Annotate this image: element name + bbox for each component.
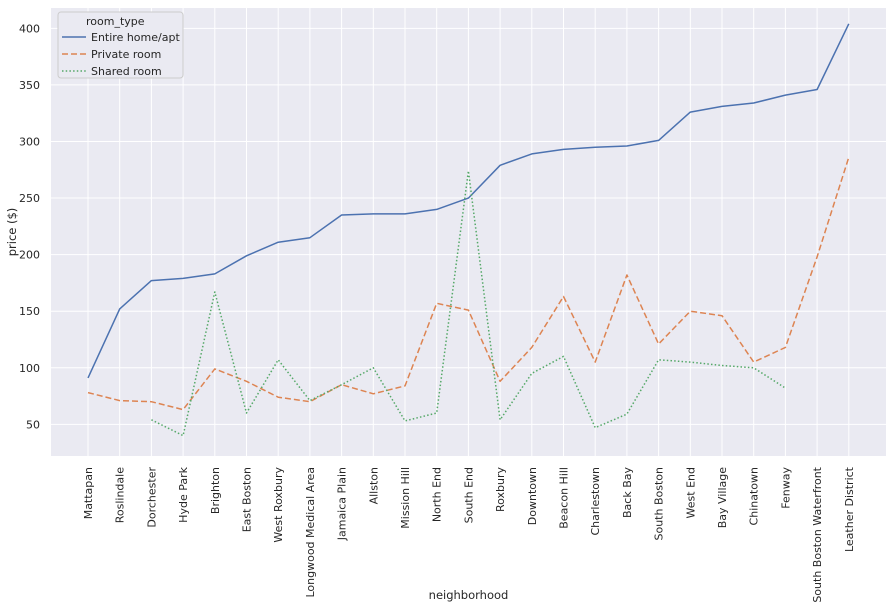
- y-tick-label: 400: [19, 22, 40, 35]
- x-tick-label: Hyde Park: [177, 466, 190, 522]
- x-tick-label: Mission Hill: [399, 467, 412, 529]
- x-tick-label: Roxbury: [494, 467, 507, 513]
- series-layer: [87, 23, 850, 437]
- grid-lines: [51, 8, 886, 456]
- series-line: [87, 23, 850, 379]
- x-tick-label: Longwood Medical Area: [304, 467, 317, 598]
- x-tick-label: Beacon Hill: [558, 467, 571, 529]
- y-tick-label: 100: [19, 362, 40, 375]
- y-tick-label: 200: [19, 249, 40, 262]
- x-tick-label: East Boston: [241, 467, 254, 532]
- x-tick-label: Brighton: [209, 467, 222, 514]
- x-tick-label: Dorchester: [145, 467, 158, 528]
- x-tick-labels: Mattapan Roslindale Dorchester Hyde Park Bri…: [82, 466, 856, 602]
- x-tick-label: South End: [462, 467, 475, 523]
- legend-entry: Entire home/apt: [91, 31, 180, 44]
- x-tick-label: Mattapan: [82, 467, 95, 519]
- x-tick-label: North End: [431, 467, 444, 522]
- x-tick-label: West Roxbury: [272, 467, 285, 543]
- series-line: [87, 157, 850, 411]
- y-tick-label: 350: [19, 79, 40, 92]
- x-tick-label: Bay Village: [716, 467, 729, 528]
- legend-entry: Private room: [91, 48, 161, 61]
- x-tick-label: Roslindale: [114, 467, 127, 523]
- x-axis-label: neighborhood: [429, 588, 509, 602]
- x-tick-label: South Boston Waterfront: [811, 466, 824, 602]
- legend: room_type Entire home/apt Private room Sha…: [57, 11, 184, 79]
- x-tick-label: Jamaica Plain: [336, 467, 349, 541]
- x-tick-label: Allston: [367, 467, 380, 504]
- x-tick-label: South Boston: [653, 467, 666, 541]
- series-0: [87, 23, 850, 379]
- y-tick-label: 250: [19, 192, 40, 205]
- x-tick-label: West End: [684, 467, 697, 518]
- y-tick-label: 50: [26, 418, 40, 431]
- x-tick-label: Fenway: [779, 467, 792, 509]
- x-tick-label: Leather District: [843, 466, 856, 552]
- legend-box: [57, 11, 184, 79]
- x-tick-label: Back Bay: [621, 467, 634, 518]
- y-tick-labels: 50 100 150 200 250 300 350 400: [19, 22, 40, 431]
- x-tick-label: Charlestown: [589, 467, 602, 536]
- y-axis-label: price ($): [5, 208, 19, 257]
- x-tick-label: Chinatown: [748, 467, 761, 525]
- legend-entry: Shared room: [91, 65, 162, 78]
- x-tick-label: Downtown: [526, 467, 539, 525]
- legend-title: room_type: [86, 15, 145, 28]
- series-1: [87, 157, 850, 411]
- y-tick-label: 300: [19, 135, 40, 148]
- y-tick-label: 150: [19, 305, 40, 318]
